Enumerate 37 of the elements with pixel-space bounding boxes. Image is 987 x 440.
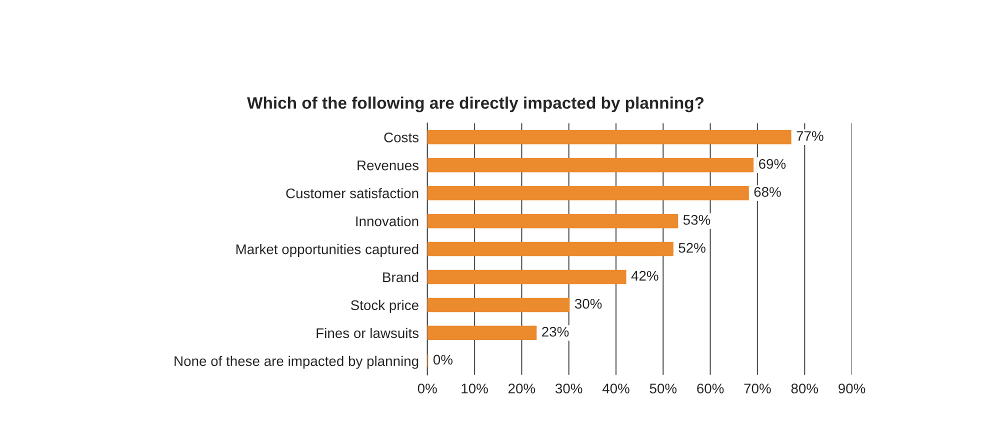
x-tick-label: 30% bbox=[555, 384, 582, 394]
data-label: 52% bbox=[678, 242, 706, 253]
data-label: 53% bbox=[683, 214, 710, 225]
x-tick-label: 50% bbox=[650, 384, 677, 394]
y-tick-label: None of these are impacted by planning bbox=[174, 356, 418, 369]
bar bbox=[427, 158, 754, 172]
bar bbox=[427, 270, 626, 284]
data-label: 69% bbox=[759, 159, 786, 169]
y-tick-label: Customer satisfaction bbox=[286, 188, 418, 198]
bar bbox=[427, 214, 678, 228]
x-tick-label: 40% bbox=[602, 384, 630, 394]
x-tick-label: 20% bbox=[508, 384, 536, 394]
y-tick-label: Revenues bbox=[358, 160, 419, 170]
bar bbox=[427, 298, 570, 312]
data-label: 77% bbox=[796, 131, 824, 141]
y-tick-label: Stock price bbox=[350, 300, 418, 313]
y-tick-label: Innovation bbox=[356, 216, 418, 226]
data-label: 23% bbox=[542, 326, 569, 337]
x-tick-label: 90% bbox=[838, 384, 866, 394]
chart-title: Which of the following are directly impacted by planning? bbox=[247, 96, 704, 112]
bar bbox=[427, 242, 674, 256]
bar bbox=[427, 186, 749, 200]
y-tick-label: Brand bbox=[383, 272, 418, 282]
data-label: 42% bbox=[631, 270, 658, 281]
x-tick-label: 60% bbox=[697, 384, 724, 394]
x-tick-label: 10% bbox=[462, 384, 488, 394]
y-tick-label: Fines or lawsuits bbox=[316, 328, 419, 338]
x-tick-label: 0% bbox=[418, 384, 437, 394]
x-tick-label: 80% bbox=[791, 384, 818, 394]
data-label: 30% bbox=[574, 298, 602, 309]
data-label: 68% bbox=[754, 187, 781, 197]
y-tick-label: Costs bbox=[384, 132, 419, 142]
x-tick-label: 70% bbox=[744, 384, 771, 394]
bar bbox=[427, 326, 537, 340]
bar bbox=[427, 130, 792, 144]
data-label: 0% bbox=[433, 354, 453, 365]
y-tick-label: Market opportunities captured bbox=[236, 244, 418, 257]
